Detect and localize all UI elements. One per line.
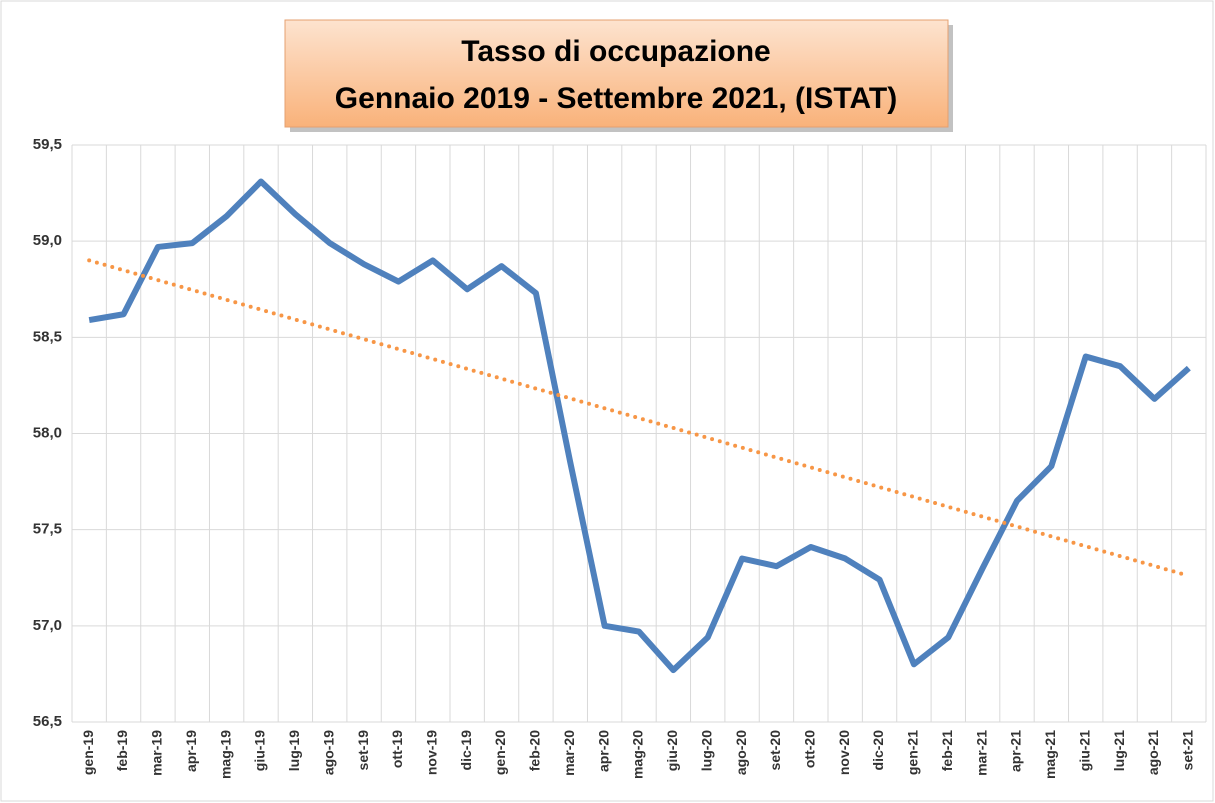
chart-subtitle: Gennaio 2019 - Settembre 2021, (ISTAT) bbox=[335, 82, 897, 115]
x-tick-label: ago-20 bbox=[733, 730, 749, 775]
x-tick-label: giu-21 bbox=[1076, 730, 1092, 771]
x-tick-label: set-19 bbox=[355, 730, 371, 771]
x-tick-label: mag-20 bbox=[630, 730, 646, 779]
x-tick-label: ott-20 bbox=[802, 730, 818, 768]
x-tick-label: dic-19 bbox=[458, 730, 474, 771]
x-tick-label: gen-20 bbox=[492, 730, 508, 775]
chart-title: Tasso di occupazione bbox=[461, 35, 771, 68]
x-tick-label: giu-19 bbox=[252, 730, 268, 771]
plot-area: 56,5 57,0 57,5 58,0 58,5 59,0 59,5 gen-19 feb-19… bbox=[33, 136, 1207, 779]
x-tick-label: gen-21 bbox=[905, 730, 921, 775]
x-tick-label: lug-19 bbox=[286, 730, 302, 771]
y-tick-label: 58,0 bbox=[33, 424, 62, 441]
x-tick-label: ago-21 bbox=[1145, 730, 1161, 775]
x-tick-label: apr-21 bbox=[1008, 730, 1024, 772]
y-tick-label: 57,5 bbox=[33, 521, 62, 538]
x-tick-label: gen-19 bbox=[80, 730, 96, 775]
x-tick-label: apr-19 bbox=[183, 730, 199, 772]
x-tick-label: lug-21 bbox=[1111, 730, 1127, 771]
x-tick-label: lug-20 bbox=[698, 730, 714, 771]
x-tick-label: dic-20 bbox=[870, 730, 886, 771]
y-tick-label: 59,5 bbox=[33, 136, 62, 153]
x-tick-label: feb-20 bbox=[527, 730, 543, 771]
x-tick-label: nov-20 bbox=[836, 730, 852, 775]
x-tick-label: set-20 bbox=[767, 730, 783, 771]
x-tick-label: mar-21 bbox=[973, 730, 989, 776]
y-tick-label: 58,5 bbox=[33, 328, 62, 345]
x-tick-label: mar-20 bbox=[561, 730, 577, 776]
y-tick-label: 59,0 bbox=[33, 232, 62, 249]
x-tick-label: nov-19 bbox=[424, 730, 440, 775]
trend-line bbox=[87, 258, 1191, 578]
x-tick-label: mag-19 bbox=[217, 730, 233, 779]
x-tick-label: giu-20 bbox=[664, 730, 680, 771]
x-tick-label: ott-19 bbox=[389, 730, 405, 768]
x-tick-label: set-21 bbox=[1180, 730, 1196, 771]
y-tick-label: 57,0 bbox=[33, 617, 62, 634]
x-tick-label: ago-19 bbox=[320, 730, 336, 775]
x-tick-label: mag-21 bbox=[1042, 730, 1058, 779]
y-tick-label: 56,5 bbox=[33, 713, 62, 730]
x-tick-label: feb-21 bbox=[939, 730, 955, 771]
title-box bbox=[284, 19, 949, 128]
x-tick-label: mar-19 bbox=[149, 730, 165, 776]
x-tick-label: apr-20 bbox=[595, 730, 611, 772]
x-tick-label: feb-19 bbox=[114, 730, 130, 771]
